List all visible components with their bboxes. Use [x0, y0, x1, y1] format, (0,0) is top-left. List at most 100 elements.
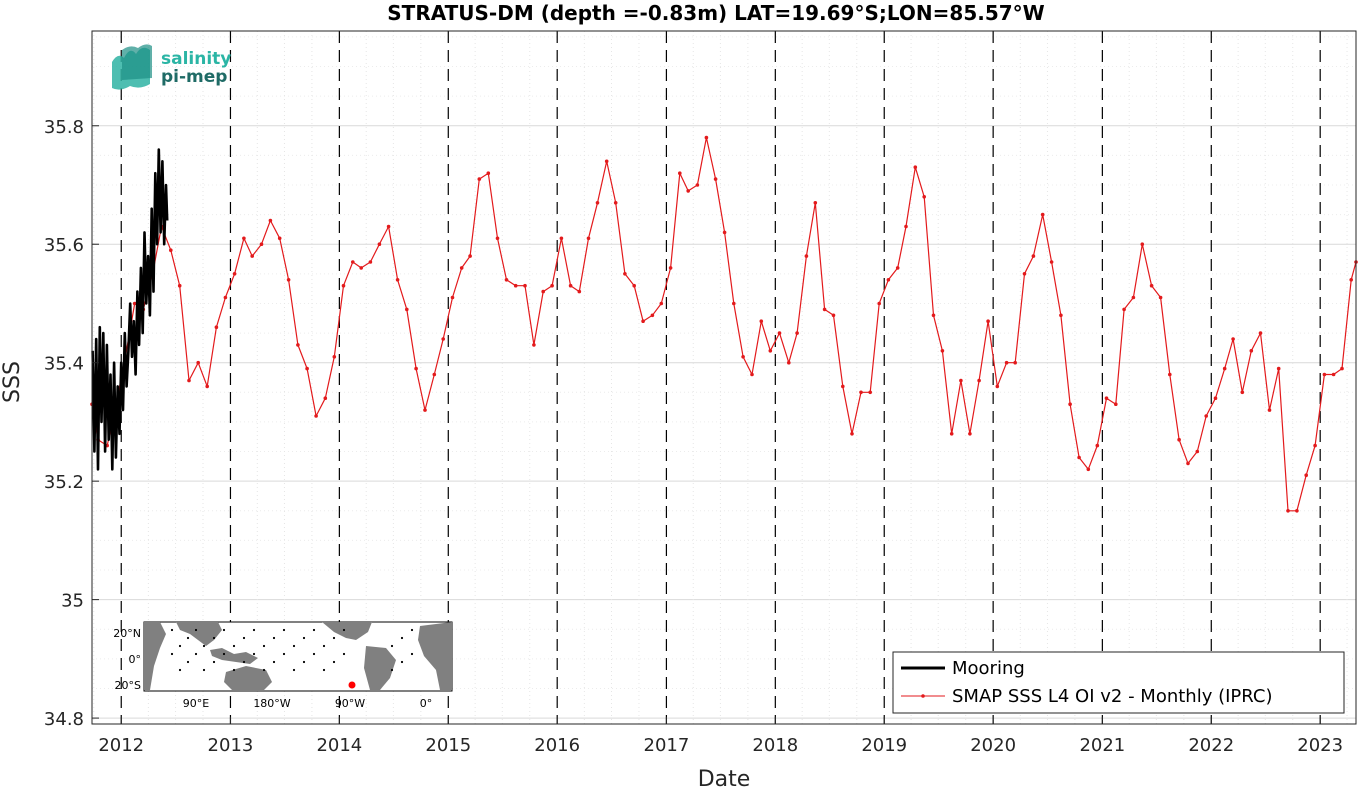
smap-point [414, 366, 418, 371]
smap-point [904, 224, 908, 229]
smap-point [187, 378, 191, 383]
smap-point [741, 355, 745, 359]
smap-point [1004, 360, 1009, 365]
inset-network-dot [410, 628, 414, 632]
smap-point [1304, 473, 1308, 478]
smap-point [513, 283, 518, 288]
smap-point [386, 224, 391, 229]
logo-text-salinity: salinity [161, 49, 231, 69]
inset-network-dot [194, 652, 198, 656]
smap-point [1231, 337, 1235, 341]
land-south-america [364, 646, 396, 690]
smap-point [214, 325, 219, 330]
smap-point [132, 301, 137, 306]
smap-point [286, 278, 291, 282]
smap-point [1295, 509, 1299, 513]
smap-point [1195, 449, 1200, 454]
smap-point [686, 189, 690, 193]
smap-point [931, 313, 936, 318]
smap-point [1158, 295, 1163, 300]
smap-point [895, 266, 900, 270]
smap-point [1331, 372, 1336, 377]
x-tick-label-2020: 2020 [970, 735, 1016, 756]
smap-point [1204, 414, 1208, 418]
smap-point [750, 372, 754, 377]
smap-point [732, 301, 736, 306]
smap-point [232, 272, 237, 276]
legend-box [892, 651, 1345, 714]
smap-point [405, 307, 409, 312]
smap-point [1031, 254, 1036, 258]
smap-point [704, 135, 709, 140]
smap-point [586, 236, 591, 241]
smap-point [1086, 467, 1091, 472]
plot-area [90, 30, 1358, 725]
x-tick-label-2015: 2015 [425, 735, 471, 756]
smap-point [995, 384, 1000, 389]
smap-point [1249, 349, 1254, 353]
smap-point [1149, 283, 1154, 288]
smap-point [532, 343, 536, 347]
inset-map-land [144, 622, 452, 690]
smap-point [441, 337, 446, 341]
smap-point [1349, 278, 1353, 282]
smap-point [850, 432, 854, 436]
legend-label-smap: SMAP SSS L4 OI v2 - Monthly (IPRC) [952, 686, 1272, 707]
smap-point [1040, 212, 1045, 217]
smap-point [795, 331, 799, 335]
inset-mooring-network [170, 628, 414, 672]
smap-point [332, 355, 337, 359]
smap-point [541, 289, 545, 294]
smap-point [722, 230, 727, 235]
smap-point [504, 278, 509, 282]
smap-point [1222, 366, 1227, 371]
plot-frame [91, 30, 1357, 725]
smap-point [650, 313, 655, 318]
inset-network-dot [322, 668, 326, 672]
land-north-america [322, 622, 372, 640]
smap-point [949, 432, 954, 436]
inset-network-dot [400, 636, 404, 640]
y-tick-labels: 34.8 35 35.2 35.4 35.6 35.8 [44, 117, 84, 730]
inset-network-dot [322, 644, 326, 648]
y-tick-label-35.6: 35.6 [44, 235, 84, 256]
smap-point [1068, 402, 1072, 407]
x-tick-label-2018: 2018 [752, 735, 798, 756]
inset-network-dot [302, 636, 306, 640]
year-marker-lines [120, 31, 1321, 724]
x-axis-label: Date [698, 767, 751, 790]
smap-point [1168, 372, 1172, 377]
inset-network-dot [272, 660, 276, 664]
inset-network-dot [212, 636, 216, 640]
inset-network-dot [272, 636, 276, 640]
y-tick-label-35.2: 35.2 [44, 472, 84, 493]
inset-lat-label-3: 20°S [115, 679, 141, 692]
inset-lon-label-2: 180°W [253, 697, 290, 710]
series-line-mooring [91, 148, 169, 471]
inset-lon-label-3: 90°W [335, 697, 365, 710]
smap-point [813, 201, 818, 205]
land-africa [144, 622, 166, 690]
inset-location-marker [348, 681, 356, 689]
inset-network-dot [390, 668, 394, 672]
smap-point [341, 283, 346, 288]
smap-point [523, 283, 527, 288]
smap-point [1186, 461, 1190, 466]
smap-point [196, 360, 200, 365]
inset-network-dot [186, 636, 190, 640]
logo-text-pimep: pi-mep [161, 67, 227, 87]
smap-point [169, 248, 173, 252]
smap-point [359, 266, 364, 270]
inset-network-dot [178, 668, 182, 672]
inset-network-dot [262, 644, 266, 648]
smap-point [223, 295, 228, 300]
legend-label-mooring: Mooring [952, 658, 1025, 679]
inset-network-dot [232, 644, 236, 648]
smap-point [1340, 366, 1344, 371]
smap-point [623, 272, 627, 276]
inset-network-dot [242, 660, 246, 664]
smap-point [604, 159, 609, 164]
smap-point [250, 254, 254, 258]
smap-point [695, 183, 700, 187]
smap-point [713, 177, 718, 181]
